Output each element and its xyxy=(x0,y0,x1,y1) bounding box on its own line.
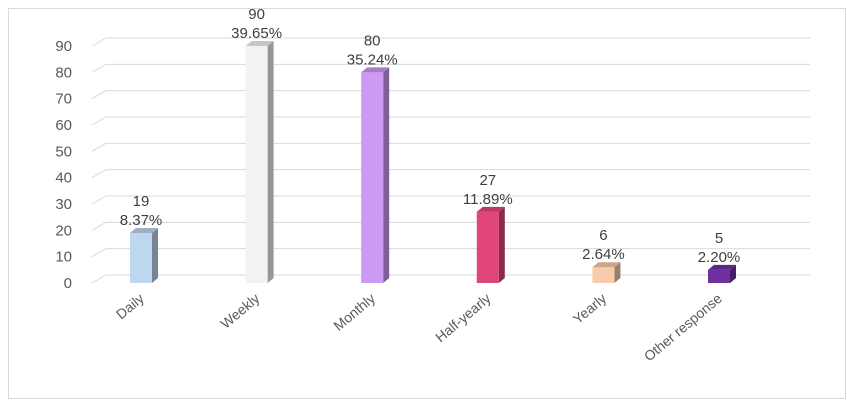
gridline-side xyxy=(91,274,107,284)
chart-frame xyxy=(8,8,846,399)
data-label-value: 90 xyxy=(248,6,265,23)
gridline-side xyxy=(91,116,107,126)
y-tick-label: 30 xyxy=(55,196,72,213)
bar-side xyxy=(498,206,505,283)
gridline-side xyxy=(91,37,107,47)
gridline-side xyxy=(91,142,107,152)
data-label-percent: 39.65% xyxy=(231,25,282,42)
data-label-percent: 8.37% xyxy=(120,212,163,229)
data-labels: 19 8.37% 90 39.65% 80 35.24% 27 11.89% 6 2.64% 5 2.… xyxy=(120,6,741,266)
bar-yearly xyxy=(592,262,621,283)
bar-half-yearly xyxy=(476,206,505,283)
data-label-percent: 2.20% xyxy=(698,249,741,266)
bar-weekly xyxy=(245,41,274,283)
gridline-side xyxy=(91,195,107,205)
gridline-side xyxy=(91,169,107,179)
bar-front xyxy=(476,211,499,283)
bar-side xyxy=(730,264,736,283)
y-tick-label: 50 xyxy=(55,143,72,160)
bar-top xyxy=(245,41,274,46)
bar-front xyxy=(361,72,384,283)
bar-monthly xyxy=(361,67,390,283)
y-tick-label: 10 xyxy=(55,249,72,266)
bar-side xyxy=(614,262,621,283)
bar-top xyxy=(361,67,390,73)
data-label-value: 6 xyxy=(599,227,607,244)
bar-top xyxy=(592,262,621,268)
gridlines xyxy=(91,37,810,284)
y-tick-label: 40 xyxy=(55,170,72,187)
data-label-percent: 35.24% xyxy=(347,51,398,68)
bar-top xyxy=(708,264,736,270)
gridline-side xyxy=(91,63,107,73)
y-tick-label: 60 xyxy=(55,117,72,134)
bars xyxy=(130,41,736,283)
data-label-value: 80 xyxy=(364,32,381,49)
bar-top xyxy=(130,227,158,233)
bar-top xyxy=(476,206,505,212)
data-label-value: 5 xyxy=(715,230,723,247)
bar-daily xyxy=(130,227,158,283)
bar-side xyxy=(383,67,390,283)
bar-side xyxy=(267,41,274,283)
y-tick-label: 80 xyxy=(55,64,72,81)
data-label-percent: 2.64% xyxy=(582,246,625,263)
bar-front xyxy=(245,46,268,283)
data-label-value: 19 xyxy=(133,193,150,210)
y-tick-label: 20 xyxy=(55,222,72,239)
gridline-side xyxy=(91,248,107,258)
bar-side xyxy=(152,227,158,283)
bar-other-response xyxy=(708,264,736,283)
gridline-side xyxy=(91,221,107,231)
bar-front xyxy=(130,232,152,283)
bar-front xyxy=(592,267,615,283)
gridline-side xyxy=(91,90,107,100)
data-label-percent: 11.89% xyxy=(463,191,513,208)
y-tick-label: 70 xyxy=(55,91,72,108)
y-axis: 0 10 20 30 40 50 60 70 80 90 xyxy=(55,38,72,292)
bar-front xyxy=(708,269,730,283)
y-tick-label: 90 xyxy=(55,38,72,55)
y-tick-label: 0 xyxy=(64,275,72,292)
data-label-value: 27 xyxy=(479,172,496,189)
